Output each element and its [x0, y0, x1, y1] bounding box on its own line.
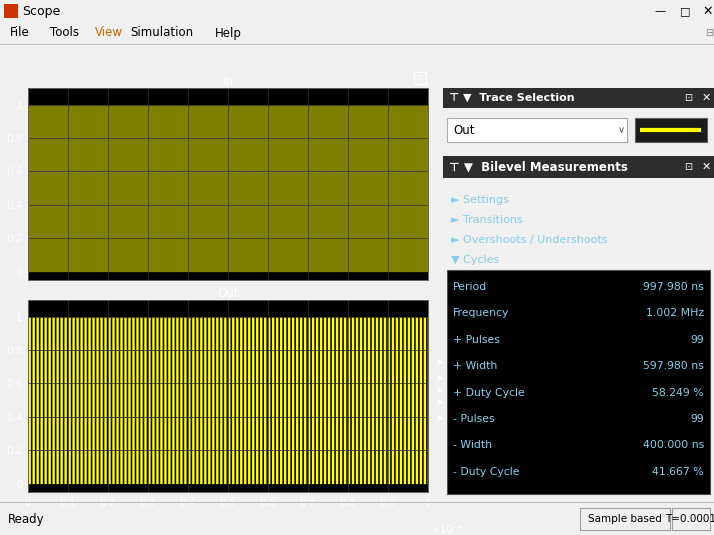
- Text: ► Settings: ► Settings: [451, 195, 509, 205]
- Text: + Width: + Width: [453, 361, 497, 371]
- Text: Ready: Ready: [8, 513, 44, 525]
- Text: Frequency: Frequency: [453, 309, 509, 318]
- Text: 58.249 %: 58.249 %: [653, 387, 704, 398]
- Text: - Width: - Width: [453, 440, 492, 450]
- Bar: [447, 118, 627, 142]
- Bar: [580, 508, 670, 530]
- Bar: [443, 88, 714, 108]
- Text: Simulation: Simulation: [130, 27, 193, 40]
- Text: 1.002 MHz: 1.002 MHz: [646, 309, 704, 318]
- Text: ∨: ∨: [618, 125, 625, 135]
- Text: ► Overshoots / Undershoots: ► Overshoots / Undershoots: [451, 235, 608, 245]
- Text: ⊟: ⊟: [705, 28, 713, 38]
- Text: □: □: [680, 6, 690, 16]
- Text: ✕: ✕: [703, 4, 713, 18]
- Text: ⊡: ⊡: [684, 162, 692, 172]
- Text: 400.000 ns: 400.000 ns: [643, 440, 704, 450]
- Text: T=0.0001: T=0.0001: [665, 514, 714, 524]
- Bar: [635, 118, 707, 142]
- Text: 41.667 %: 41.667 %: [653, 467, 704, 477]
- Text: + Duty Cycle: + Duty Cycle: [453, 387, 525, 398]
- Text: ⊡: ⊡: [416, 73, 423, 82]
- Bar: [672, 508, 710, 530]
- Text: ▶: ▶: [438, 415, 444, 421]
- Text: Tools: Tools: [50, 27, 79, 40]
- Text: ⊡: ⊡: [684, 93, 692, 103]
- Title: Out: Out: [217, 287, 238, 300]
- Text: 997.980 ns: 997.980 ns: [643, 282, 704, 292]
- Bar: [443, 156, 714, 178]
- Text: ▶: ▶: [438, 359, 444, 365]
- Text: View: View: [95, 27, 123, 40]
- Bar: [4, 4, 18, 18]
- Bar: [413, 72, 426, 85]
- Text: ⊤ ▼  Trace Selection: ⊤ ▼ Trace Selection: [449, 93, 575, 103]
- Text: 597.980 ns: 597.980 ns: [643, 361, 704, 371]
- Text: ► Transitions: ► Transitions: [451, 215, 523, 225]
- Text: - Pulses: - Pulses: [453, 414, 495, 424]
- Text: Scope: Scope: [22, 4, 60, 18]
- Text: File: File: [10, 27, 30, 40]
- Text: ▶: ▶: [438, 399, 444, 405]
- Text: + Pulses: + Pulses: [453, 335, 500, 345]
- Title: In: In: [223, 75, 233, 88]
- Text: 99: 99: [690, 335, 704, 345]
- Bar: [447, 270, 710, 494]
- Text: ▼ Cycles: ▼ Cycles: [451, 255, 499, 265]
- Text: Period: Period: [453, 282, 487, 292]
- Text: ✕: ✕: [702, 93, 711, 103]
- Text: ×10⁻⁴: ×10⁻⁴: [432, 525, 463, 534]
- Text: ▶: ▶: [438, 387, 444, 393]
- Text: ▶: ▶: [438, 375, 444, 381]
- Text: Sample based: Sample based: [588, 514, 662, 524]
- Text: ⊤ ▼  Bilevel Measurements: ⊤ ▼ Bilevel Measurements: [449, 160, 628, 173]
- Text: Out: Out: [453, 124, 475, 136]
- Text: ✕: ✕: [702, 162, 711, 172]
- Text: - Duty Cycle: - Duty Cycle: [453, 467, 520, 477]
- Text: 99: 99: [690, 414, 704, 424]
- Text: —: —: [655, 6, 665, 16]
- Text: Help: Help: [215, 27, 242, 40]
